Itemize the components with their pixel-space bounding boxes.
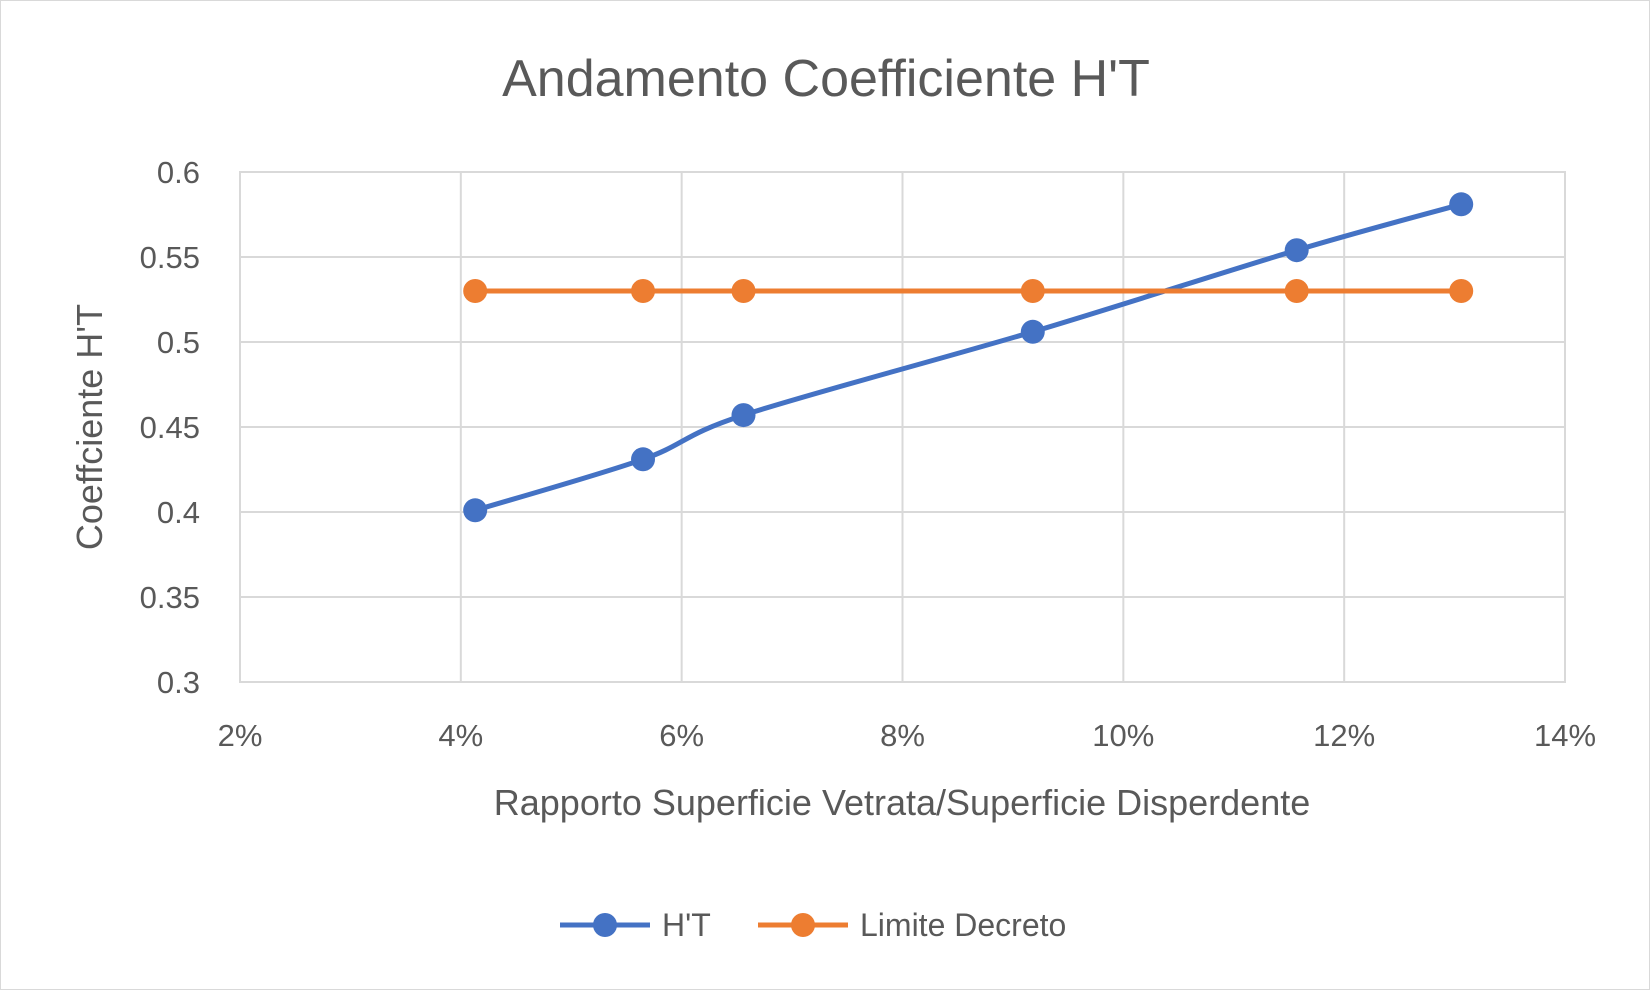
- x-axis-title: Rapporto Superficie Vetrata/Superficie D…: [494, 782, 1310, 823]
- x-tick-label: 12%: [1313, 718, 1375, 753]
- y-tick-label: 0.4: [157, 495, 200, 530]
- x-tick-label: 6%: [659, 718, 704, 753]
- legend: H'T Limite Decreto: [560, 907, 1066, 943]
- data-point: [463, 498, 488, 523]
- x-tick-label: 4%: [438, 718, 483, 753]
- y-tick-label: 0.6: [157, 155, 200, 190]
- y-tick-label: 0.5: [157, 325, 200, 360]
- series-layer: [463, 192, 1474, 523]
- legend-marker: [593, 913, 617, 937]
- x-tick-label: 10%: [1092, 718, 1154, 753]
- x-tick-label: 8%: [880, 718, 925, 753]
- data-point: [1020, 319, 1045, 344]
- data-point: [731, 403, 756, 428]
- plot-area: [239, 171, 1566, 683]
- legend-item-1: Limite Decreto: [758, 907, 1066, 943]
- legend-marker: [791, 913, 815, 937]
- y-tick-label: 0.3: [157, 665, 200, 700]
- y-tick-label: 0.35: [140, 580, 200, 615]
- gridlines: [239, 171, 1566, 683]
- data-point: [1284, 279, 1309, 303]
- x-tick-label: 14%: [1534, 718, 1596, 753]
- legend-label: H'T: [662, 907, 711, 943]
- data-point: [1284, 238, 1309, 263]
- data-point: [1020, 279, 1045, 303]
- series-1: [463, 279, 1474, 303]
- y-axis-tick-labels: 0.3 0.35 0.4 0.45 0.5 0.55 0.6: [140, 155, 200, 700]
- data-point: [731, 279, 756, 303]
- y-tick-label: 0.45: [140, 410, 200, 445]
- data-point: [1449, 279, 1474, 303]
- data-point: [631, 447, 656, 472]
- data-point: [1449, 192, 1474, 217]
- chart-title: Andamento Coefficiente H'T: [502, 50, 1150, 108]
- legend-label: Limite Decreto: [860, 907, 1066, 943]
- data-point: [463, 279, 488, 303]
- series-line: [474, 201, 1462, 513]
- legend-item-0: H'T: [560, 907, 711, 943]
- data-point: [631, 279, 656, 303]
- series-0: [463, 192, 1474, 523]
- x-tick-label: 2%: [218, 718, 263, 753]
- y-axis-title: Coeffciente H'T: [69, 304, 110, 550]
- y-tick-label: 0.55: [140, 240, 200, 275]
- x-axis-tick-labels: 2% 4% 6% 8% 10% 12% 14%: [218, 718, 1596, 753]
